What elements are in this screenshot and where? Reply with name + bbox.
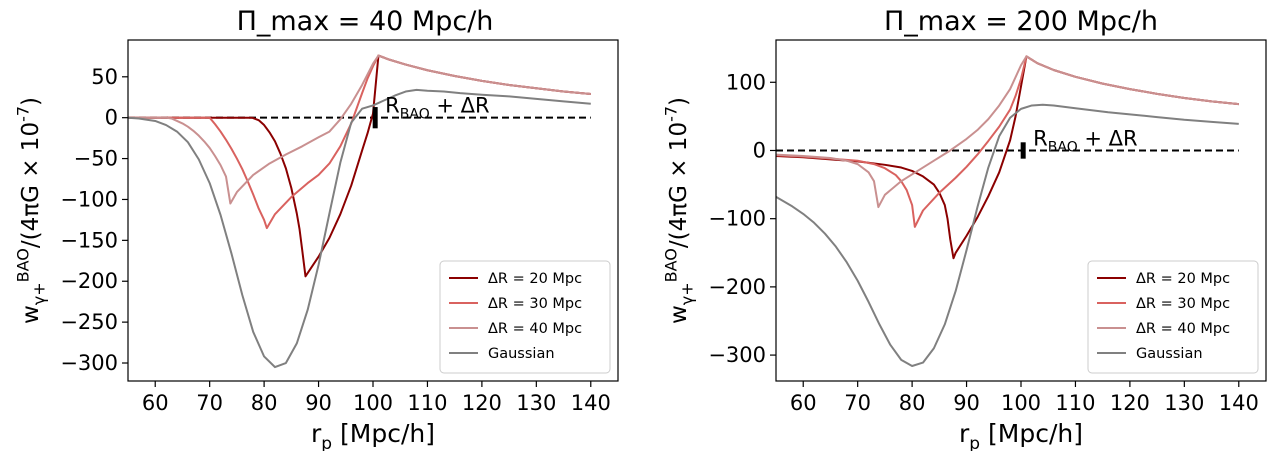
legend: ΔR = 20 Mpc ΔR = 30 Mpc ΔR = 40 Mpc Gaussia…: [439, 260, 611, 374]
legend-box: [1087, 260, 1259, 374]
chart-title: Π_max = 40 Mpc/h: [237, 6, 494, 37]
bao-marker-label: RBAO​ + ΔR: [1033, 126, 1137, 155]
y-tick-label: 100: [726, 70, 766, 94]
x-tick-label: 70: [844, 391, 871, 415]
chart-panel-2: Π_max = 200 Mpc/h RBAO​ + ΔR 60 70 80 90 100 11…: [661, 6, 1267, 451]
y-tick-label: 50: [91, 65, 118, 89]
y-tick-label: −300: [60, 351, 118, 375]
legend-entry-label: ΔR = 20 Mpc: [488, 271, 582, 287]
legend-entry-label: Gaussian: [488, 346, 555, 362]
x-tick-label: 80: [899, 391, 926, 415]
y-tick-label: −50: [74, 147, 118, 171]
series-line-1: [776, 55, 1239, 260]
plot-area: [128, 54, 591, 369]
y-tick-label: 0: [105, 106, 118, 130]
legend-entry-label: ΔR = 20 Mpc: [1136, 271, 1230, 287]
series-line-4: [776, 103, 1239, 367]
x-axis-label: rp​ [Mpc/h]: [959, 419, 1083, 451]
y-tick-label: −100: [708, 207, 766, 231]
x-tick-label: 80: [251, 391, 278, 415]
y-axis-label: wγ+​BAO​/(4πG × 10-7​): [661, 97, 696, 324]
x-tick-label: 60: [790, 391, 817, 415]
chart-title: Π_max = 200 Mpc/h: [884, 6, 1158, 37]
legend-box: [439, 260, 611, 374]
x-tick-label: 90: [953, 391, 980, 415]
y-tick-label: −150: [60, 228, 118, 252]
legend-entry-label: ΔR = 30 Mpc: [488, 296, 582, 312]
legend-entry-label: Gaussian: [1136, 346, 1203, 362]
x-tick-label: 120: [1110, 391, 1150, 415]
x-tick-label: 140: [1219, 391, 1259, 415]
x-tick-label: 140: [571, 391, 611, 415]
x-axis-label: rp​ [Mpc/h]: [311, 419, 435, 451]
x-tick-label: 120: [462, 391, 502, 415]
x-tick-label: 130: [1164, 391, 1204, 415]
x-tick-label: 130: [516, 391, 556, 415]
x-tick-label: 60: [142, 391, 169, 415]
series-line-2: [128, 54, 591, 230]
series-line-4: [128, 88, 591, 369]
x-tick-label: 100: [353, 391, 393, 415]
x-tick-label: 110: [407, 391, 447, 415]
series-line-3: [128, 54, 591, 205]
legend-entry-label: ΔR = 30 Mpc: [1136, 296, 1230, 312]
x-tick-label: 100: [1001, 391, 1041, 415]
x-tick-label: 90: [305, 391, 332, 415]
chart-panel-1: Π_max = 40 Mpc/h RBAO​ + ΔR 60 70 80 90 100 110…: [13, 6, 619, 451]
y-tick-label: −250: [60, 310, 118, 334]
y-axis-label: wγ+​BAO​/(4πG × 10-7​): [13, 97, 48, 324]
legend-entry-label: ΔR = 40 Mpc: [1136, 321, 1230, 337]
y-tick-label: −200: [708, 275, 766, 299]
series-line-2: [776, 55, 1239, 228]
y-tick-label: −200: [60, 269, 118, 293]
y-tick-label: −300: [708, 343, 766, 367]
x-tick-label: 110: [1055, 391, 1095, 415]
y-tick-label: 0: [753, 138, 766, 162]
series-line-3: [776, 55, 1239, 209]
y-tick-label: −100: [60, 187, 118, 211]
bao-marker-label: RBAO​ + ΔR: [385, 94, 489, 123]
x-tick-label: 70: [196, 391, 223, 415]
plot-area: [776, 55, 1239, 367]
legend: ΔR = 20 Mpc ΔR = 30 Mpc ΔR = 40 Mpc Gaussia…: [1087, 260, 1259, 374]
legend-entry-label: ΔR = 40 Mpc: [488, 321, 582, 337]
